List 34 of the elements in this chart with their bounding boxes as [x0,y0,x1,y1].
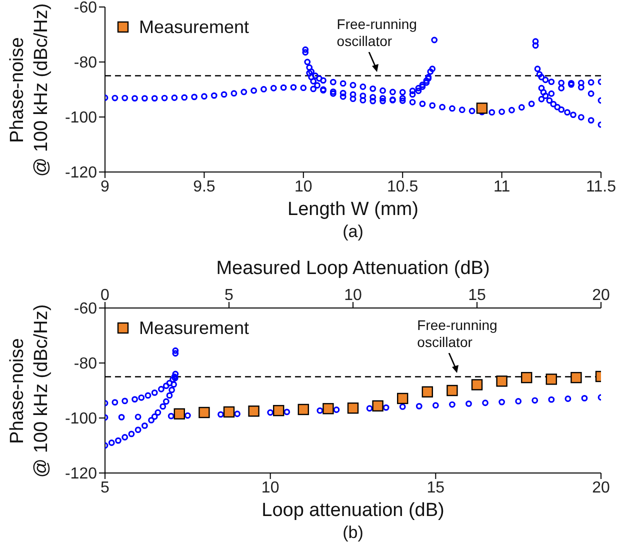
x-tick-label: 11.5 [586,178,616,196]
y-tick-label: -120 [64,466,98,483]
x-tick-label: 20 [592,479,610,496]
legend-label: Measurement [139,318,250,338]
x-tick-label: 10 [261,479,280,496]
x-tick-label: 15 [426,479,445,496]
x2-tick-label: 0 [100,287,110,304]
y-tick-label: -80 [74,54,98,72]
x2-tick-label: 20 [592,287,610,304]
x-tick-label: 9 [100,178,110,196]
y-tick-label: -100 [64,110,98,127]
y-axis-title: Phase-noise @ 100 kHz (dBc/Hz) [6,302,53,480]
x-tick-label: 10.5 [387,178,418,196]
x2-tick-label: 5 [224,287,234,304]
text: (a) [342,222,364,242]
annotation: Free-running oscillator [336,16,417,50]
y-tick-label: -100 [64,410,98,428]
y-tick-label: -60 [74,0,98,17]
x-tick-label: 9.5 [193,178,216,196]
annotation: Free-running oscillator [417,316,498,351]
text: (b) [342,523,364,543]
y-tick-label: -80 [74,356,98,373]
x-tick-label: 5 [100,479,110,496]
x2-tick-label: 15 [468,287,486,304]
x-tick-label: 11 [493,178,510,196]
x-axis-title: Length W (mm) [286,199,420,221]
y-axis-title: Phase-noise @ 100 kHz (dBc/Hz) [6,2,53,178]
legend-label: Measurement [139,16,250,38]
x2-axis-title: Measured Loop Attenuation (dB) [215,258,491,280]
x-tick-label: 10 [294,178,312,196]
y-tick-label: -120 [64,164,98,182]
x2-tick-label: 10 [344,287,362,304]
y-tick-label: -60 [74,300,98,318]
x-axis-title: Loop attenuation (dB) [260,500,446,522]
